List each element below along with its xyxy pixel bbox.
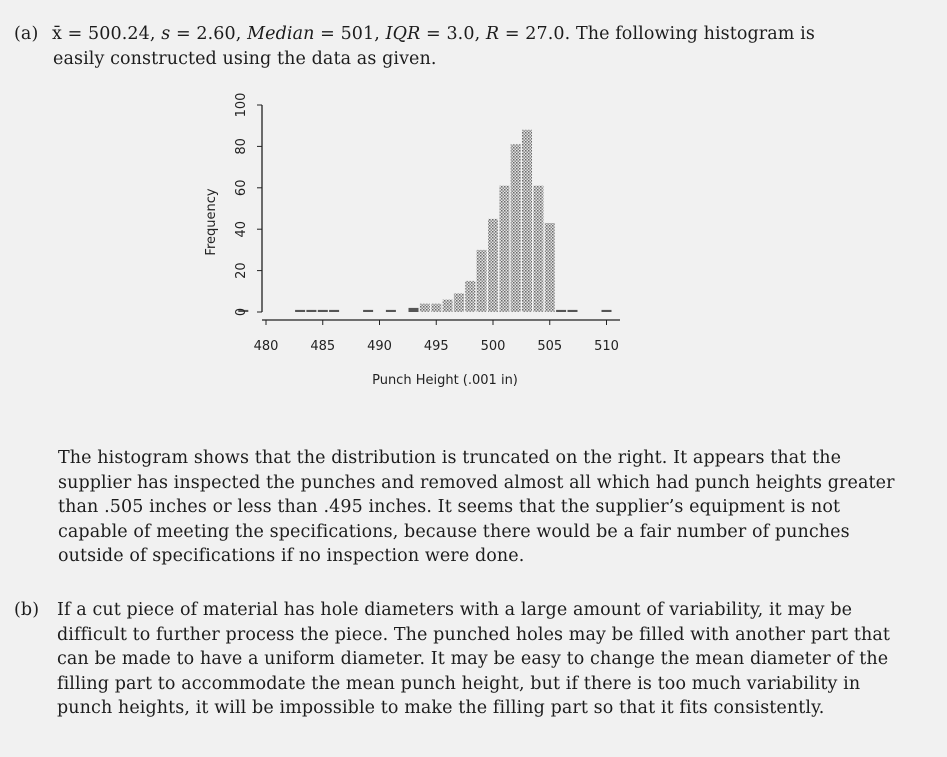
histogram-bar bbox=[317, 309, 328, 312]
y-axis-label: Frequency bbox=[204, 188, 219, 255]
histogram-bar bbox=[238, 309, 249, 312]
x-tick-label: 495 bbox=[424, 339, 449, 354]
histogram-axes: 480 485 490 495 500 505 510 0 20 40 60 80 100 bbox=[234, 93, 620, 354]
histogram-chart: 480 485 490 495 500 505 510 0 20 40 60 80 100 Punch … bbox=[204, 93, 620, 388]
histogram-bar bbox=[544, 223, 555, 312]
y-tick-label: 0 bbox=[234, 308, 249, 316]
stats-r-value: = 27.0. The following histogram is bbox=[499, 24, 815, 44]
part-a-line-1: (a) x̄ = 500.24, s = 2.60, Median = 501, … bbox=[14, 22, 914, 47]
histogram-bar bbox=[488, 218, 498, 312]
x-tick-label: 500 bbox=[481, 339, 506, 354]
stats-s-value: = 2.60, bbox=[170, 24, 248, 44]
histogram-bar bbox=[453, 293, 464, 312]
histogram-bar bbox=[556, 309, 567, 312]
histogram-bar bbox=[329, 309, 340, 312]
part-a-line-2: easily constructed using the data as giv… bbox=[53, 48, 437, 69]
stats-s-symbol: s bbox=[161, 24, 171, 44]
histogram-bar bbox=[419, 303, 430, 312]
histogram-bar bbox=[465, 280, 476, 312]
histogram-bar bbox=[408, 307, 419, 312]
y-tick-label: 40 bbox=[234, 221, 249, 238]
histogram-bar bbox=[499, 185, 510, 312]
y-tick-label: 100 bbox=[234, 93, 249, 118]
histogram-explanation-paragraph: The histogram shows that the distributio… bbox=[58, 448, 895, 566]
stats-iqr-word: IQR bbox=[385, 24, 421, 44]
x-tick-label: 480 bbox=[254, 339, 279, 354]
stats-median-value: = 501, bbox=[314, 24, 386, 44]
stats-r-word: R bbox=[485, 24, 500, 44]
histogram-bar bbox=[295, 309, 306, 312]
stats-iqr-value: = 3.0, bbox=[420, 24, 486, 44]
histogram-bar bbox=[601, 309, 612, 312]
histogram-bar bbox=[385, 309, 396, 312]
histogram-bar bbox=[363, 309, 374, 312]
histogram-bar bbox=[476, 249, 487, 312]
histogram-bar bbox=[442, 299, 453, 312]
part-a-label: (a) bbox=[14, 24, 39, 44]
stats-median-word: Median bbox=[247, 24, 315, 44]
x-tick-label: 485 bbox=[310, 339, 335, 354]
histogram-bars bbox=[238, 129, 612, 312]
part-b-text: If a cut piece of material has hole diam… bbox=[57, 600, 891, 718]
histogram-bar bbox=[522, 129, 532, 312]
x-tick-label: 510 bbox=[594, 339, 619, 354]
part-b-label: (b) bbox=[14, 600, 40, 620]
part-b-paragraph: (b) If a cut piece of material has hole … bbox=[14, 598, 894, 721]
x-tick-label: 505 bbox=[537, 339, 562, 354]
histogram-bar bbox=[306, 309, 317, 312]
y-tick-label: 80 bbox=[234, 138, 249, 155]
histogram-bar bbox=[431, 303, 442, 312]
y-tick-label: 60 bbox=[234, 180, 249, 197]
x-tick-label: 490 bbox=[367, 339, 392, 354]
x-axis-label: Punch Height (.001 in) bbox=[372, 373, 518, 388]
stats-xbar: x̄ = 500.24, bbox=[52, 24, 162, 44]
part-a-paragraph: (a) x̄ = 500.24, s = 2.60, Median = 501, … bbox=[14, 22, 914, 71]
histogram-bar bbox=[533, 185, 544, 312]
histogram-bar bbox=[510, 144, 521, 312]
y-tick-label: 20 bbox=[234, 262, 249, 279]
histogram-bar bbox=[567, 309, 578, 312]
